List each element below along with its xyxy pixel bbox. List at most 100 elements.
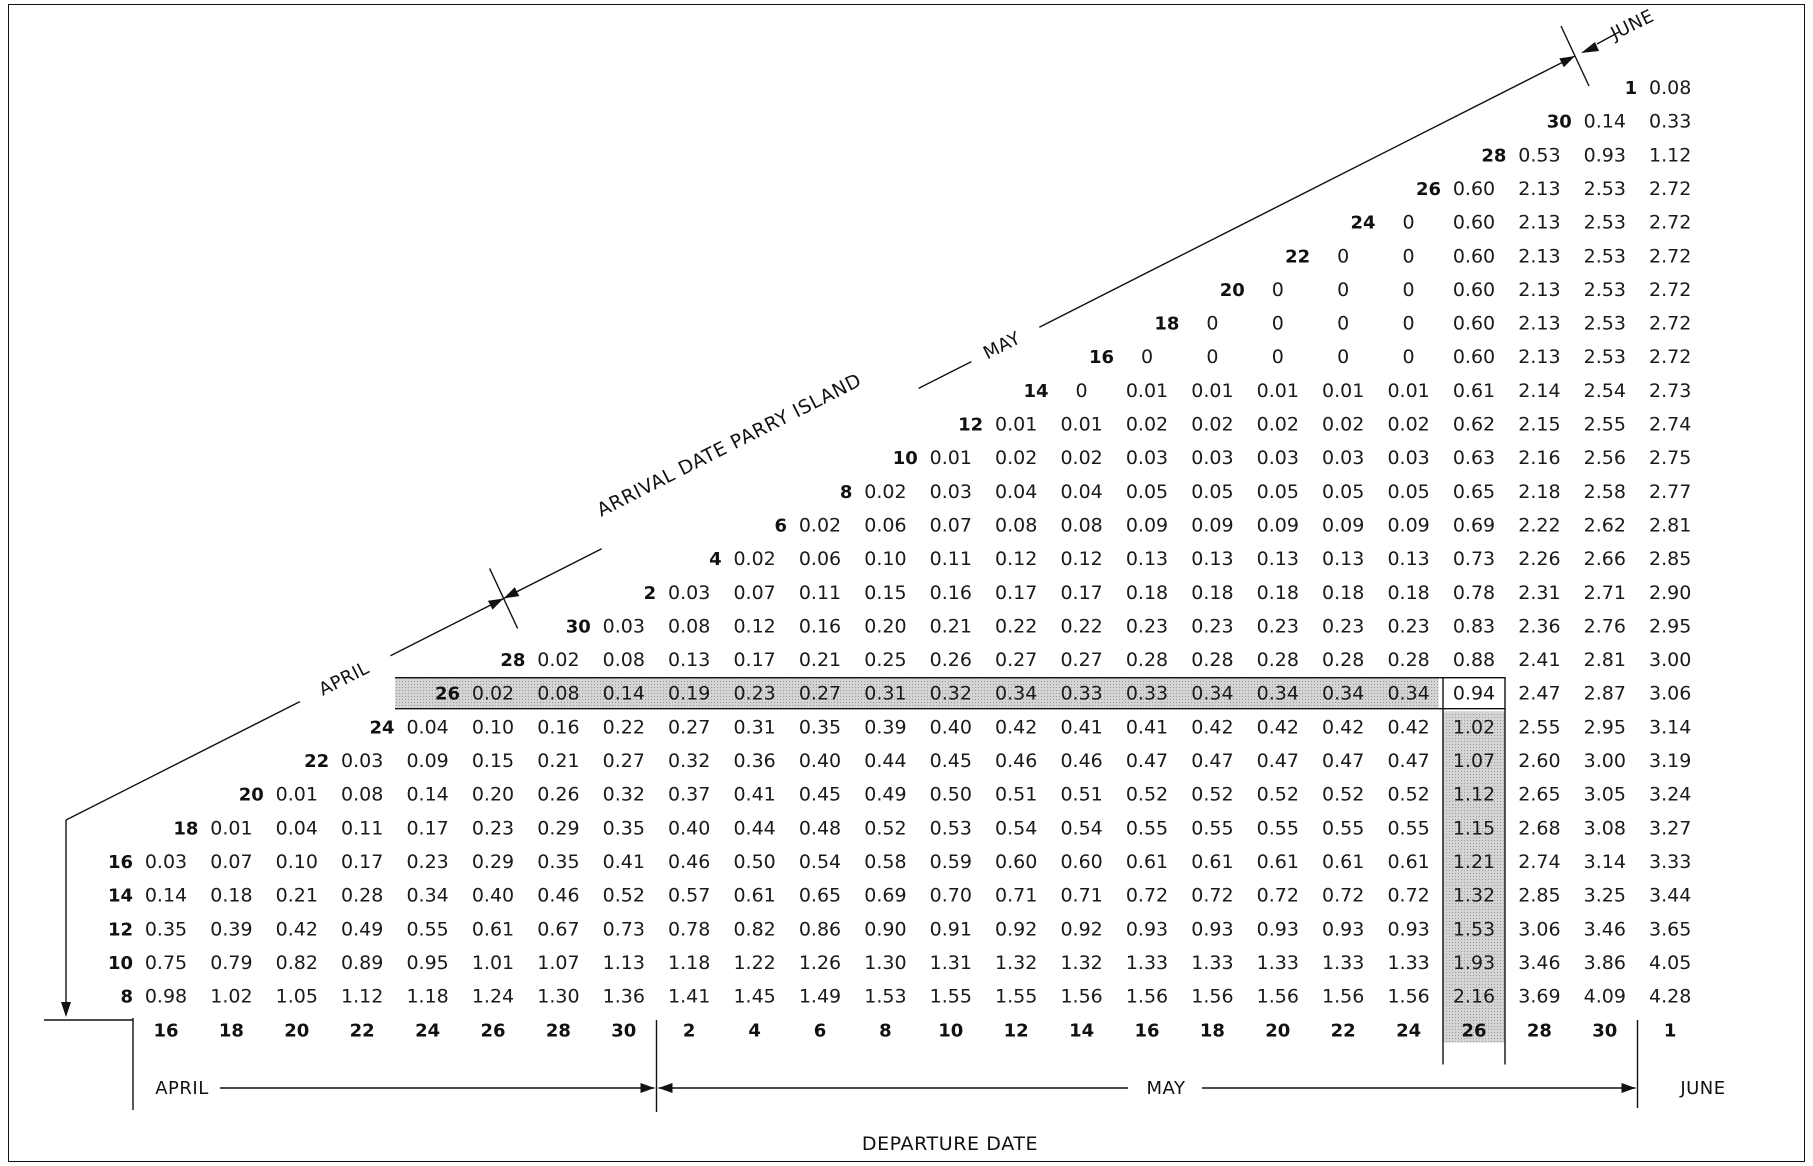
arrival-date-title: ARRIVAL DATE PARRY ISLAND bbox=[593, 369, 865, 521]
table-cell: 0.53 bbox=[1518, 144, 1560, 166]
table-cell: 0.03 bbox=[1126, 447, 1168, 469]
table-cell: 0.23 bbox=[406, 851, 448, 873]
departure-date-label: 22 bbox=[1331, 1021, 1356, 1042]
table-cell: 0.54 bbox=[799, 851, 841, 873]
table-cell: 0.03 bbox=[1191, 447, 1233, 469]
table-cell: 0.02 bbox=[1191, 414, 1233, 436]
table-cell: 0.89 bbox=[341, 952, 383, 974]
table-cell: 0.61 bbox=[1453, 380, 1495, 402]
table-cell: 1.05 bbox=[276, 986, 318, 1008]
departure-date-label: 18 bbox=[1200, 1021, 1225, 1042]
table-cell: 0.59 bbox=[930, 851, 972, 873]
table-cell: 3.14 bbox=[1649, 716, 1691, 738]
table-cell: 2.13 bbox=[1518, 313, 1560, 335]
table-cell: 2.16 bbox=[1453, 986, 1495, 1008]
highlight-row-band bbox=[395, 677, 1439, 709]
table-cell: 1.32 bbox=[1060, 952, 1102, 974]
table-cell: 0.34 bbox=[995, 683, 1037, 705]
table-cell: 0.17 bbox=[995, 582, 1037, 604]
table-cell: 1.31 bbox=[930, 952, 972, 974]
table-cell: 0 bbox=[1206, 346, 1218, 368]
table-cell: 0.33 bbox=[1126, 683, 1168, 705]
departure-date-label: 16 bbox=[153, 1021, 178, 1042]
table-cell: 1.56 bbox=[1126, 986, 1168, 1008]
table-cell: 0.02 bbox=[864, 481, 906, 503]
table-cell: 0.18 bbox=[1126, 582, 1168, 604]
page-border bbox=[8, 4, 1805, 1162]
table-cell: 0.55 bbox=[1257, 817, 1299, 839]
table-cell: 1.49 bbox=[799, 986, 841, 1008]
table-cell: 0.21 bbox=[276, 885, 318, 907]
table-cell: 3.46 bbox=[1584, 918, 1626, 940]
table-cell: 4.28 bbox=[1649, 986, 1691, 1008]
departure-date-title: DEPARTURE DATE bbox=[862, 1133, 1038, 1155]
table-cell: 0.01 bbox=[1191, 380, 1233, 402]
table-cell: 0.18 bbox=[1191, 582, 1233, 604]
table-cell: 2.47 bbox=[1518, 683, 1560, 705]
table-cell: 0.23 bbox=[1126, 615, 1168, 637]
table-cell: 2.13 bbox=[1518, 245, 1560, 267]
table-cell: 0.41 bbox=[733, 784, 775, 806]
table-cell: 0.52 bbox=[603, 885, 645, 907]
table-cell: 0.10 bbox=[864, 548, 906, 570]
table-cell: 0.70 bbox=[930, 885, 972, 907]
departure-date-label: 28 bbox=[1527, 1021, 1552, 1042]
table-cell: 0.01 bbox=[1060, 414, 1102, 436]
table-cell: 2.74 bbox=[1649, 414, 1691, 436]
table-cell: 2.72 bbox=[1649, 178, 1691, 200]
table-cell: 0.09 bbox=[406, 750, 448, 772]
table-cell: 0.88 bbox=[1453, 649, 1495, 671]
table-cell: 2.81 bbox=[1649, 514, 1691, 536]
table-cell: 0.41 bbox=[603, 851, 645, 873]
table-cell: 0.72 bbox=[1126, 885, 1168, 907]
table-cell: 0 bbox=[1403, 346, 1415, 368]
table-cell: 0.06 bbox=[799, 548, 841, 570]
table-cell: 0.08 bbox=[668, 615, 710, 637]
table-cell: 0.42 bbox=[1322, 716, 1364, 738]
april-arrowhead bbox=[640, 1083, 655, 1093]
table-cell: 0.93 bbox=[1126, 918, 1168, 940]
table-cell: 0.90 bbox=[864, 918, 906, 940]
table-cell: 0.02 bbox=[1060, 447, 1102, 469]
table-cell: 1.56 bbox=[1387, 986, 1429, 1008]
arrival-may-left-arrowhead bbox=[503, 587, 520, 599]
table-cell: 0.04 bbox=[1060, 481, 1102, 503]
table-cell: 0.01 bbox=[210, 817, 252, 839]
table-cell: 0 bbox=[1272, 313, 1284, 335]
table-cell: 1.18 bbox=[668, 952, 710, 974]
arrival-date-label: 12 bbox=[958, 415, 983, 436]
table-cell: 0.95 bbox=[406, 952, 448, 974]
table-cell: 0.78 bbox=[1453, 582, 1495, 604]
departure-date-label: 24 bbox=[415, 1021, 440, 1042]
table-cell: 1.30 bbox=[537, 986, 579, 1008]
table-cell: 0.23 bbox=[1322, 615, 1364, 637]
table-cell: 0.93 bbox=[1257, 918, 1299, 940]
table-cell: 0 bbox=[1272, 346, 1284, 368]
table-cell: 0.93 bbox=[1191, 918, 1233, 940]
departure-date-label: 30 bbox=[611, 1021, 636, 1042]
table-cell: 0.32 bbox=[930, 683, 972, 705]
table-cell: 2.68 bbox=[1518, 817, 1560, 839]
table-cell: 1.02 bbox=[1453, 716, 1495, 738]
table-cell: 0.46 bbox=[995, 750, 1037, 772]
table-cell: 0.37 bbox=[668, 784, 710, 806]
departure-month-may: MAY bbox=[1147, 1078, 1186, 1099]
table-cell: 1.32 bbox=[1453, 885, 1495, 907]
table-cell: 0.55 bbox=[1387, 817, 1429, 839]
table-cell: 2.72 bbox=[1649, 313, 1691, 335]
arrival-date-label: 2 bbox=[644, 583, 657, 604]
arrival-date-label: 1 bbox=[1625, 78, 1638, 99]
table-cell: 0.03 bbox=[668, 582, 710, 604]
table-cell: 0.05 bbox=[1322, 481, 1364, 503]
table-cell: 1.56 bbox=[1322, 986, 1364, 1008]
table-cell: 0.28 bbox=[1257, 649, 1299, 671]
table-cell: 0.09 bbox=[1126, 514, 1168, 536]
table-cell: 2.53 bbox=[1584, 346, 1626, 368]
table-cell: 0.61 bbox=[1387, 851, 1429, 873]
table-cell: 0.51 bbox=[995, 784, 1037, 806]
table-cell: 2.31 bbox=[1518, 582, 1560, 604]
table-cell: 0.08 bbox=[1060, 514, 1102, 536]
table-cell: 0.02 bbox=[472, 683, 514, 705]
table-cell: 0.31 bbox=[864, 683, 906, 705]
table-cell: 0.52 bbox=[1257, 784, 1299, 806]
